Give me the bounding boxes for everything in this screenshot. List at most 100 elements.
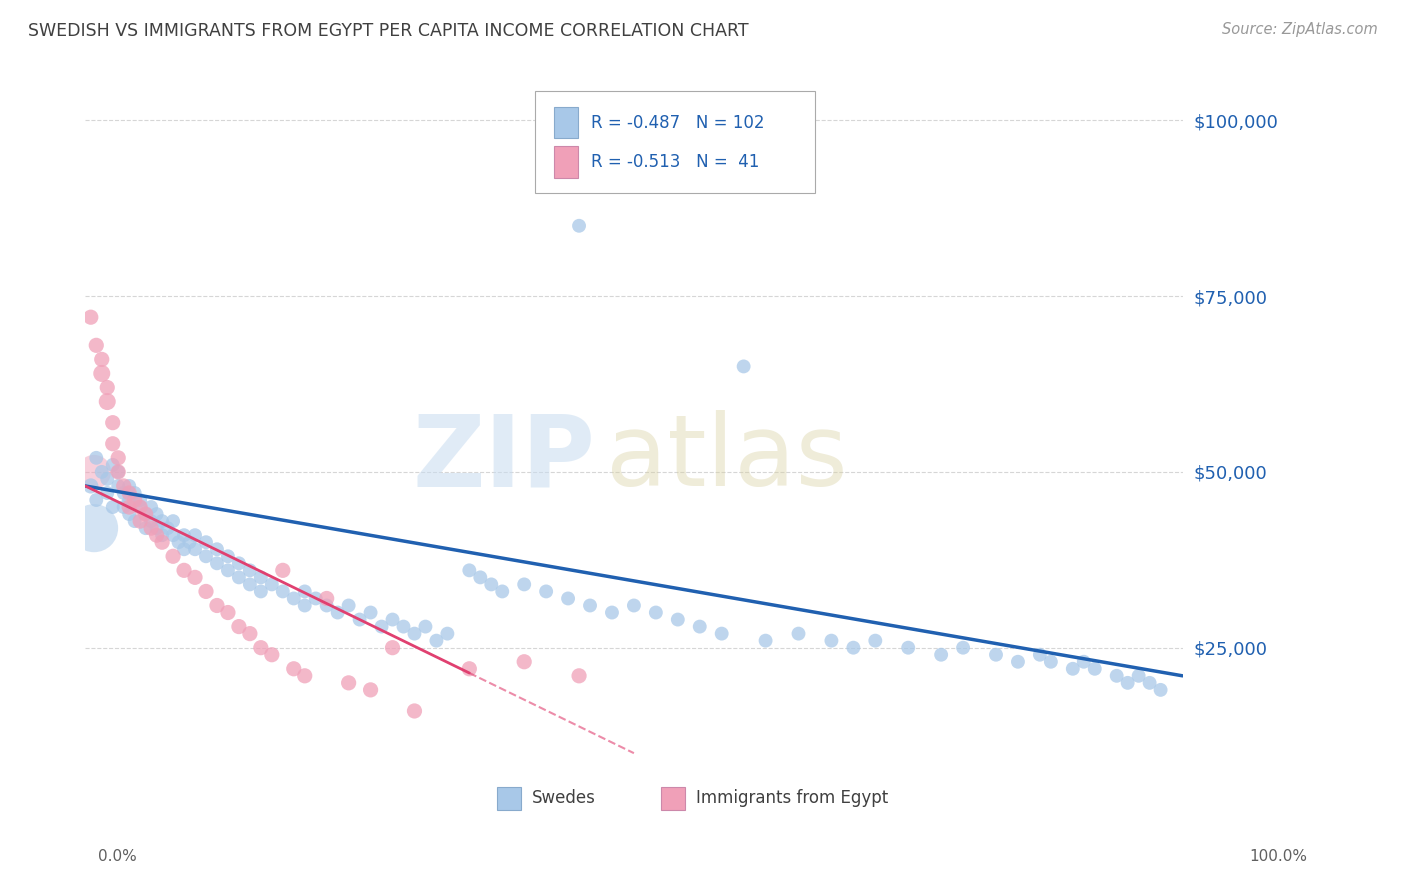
Point (250, 584, 273, 599)
Point (513, 655, 536, 669)
Point (1149, 682, 1171, 697)
Point (90, 352, 112, 367)
Point (644, 606, 666, 620)
Point (381, 613, 404, 627)
Point (139, 514, 162, 528)
Point (360, 606, 382, 620)
Point (150, 514, 173, 528)
Point (392, 619, 415, 633)
Point (865, 633, 887, 648)
Point (118, 493, 141, 508)
Point (84, 338, 107, 352)
Point (129, 500, 152, 514)
Text: Immigrants from Egypt: Immigrants from Egypt (696, 789, 889, 807)
Point (184, 570, 207, 584)
Point (228, 570, 250, 584)
Point (150, 535, 173, 549)
Point (167, 535, 190, 549)
Point (129, 500, 152, 514)
Point (271, 584, 294, 599)
Point (337, 599, 360, 613)
Point (337, 676, 360, 690)
Point (135, 521, 157, 535)
Point (1029, 648, 1052, 662)
Point (205, 557, 228, 571)
Point (80, 479, 103, 493)
Point (118, 507, 141, 521)
Point (124, 493, 146, 508)
Point (666, 613, 689, 627)
Point (156, 521, 179, 535)
Point (294, 584, 316, 599)
Point (129, 493, 152, 508)
Point (984, 648, 1007, 662)
Point (842, 640, 865, 655)
Point (90, 465, 112, 479)
Point (150, 528, 173, 542)
Point (139, 500, 162, 514)
Point (315, 599, 337, 613)
Point (145, 507, 167, 521)
Point (101, 437, 124, 451)
Point (479, 577, 502, 591)
Point (228, 557, 250, 571)
Point (458, 662, 481, 676)
Point (107, 465, 129, 479)
Point (184, 528, 207, 542)
Point (239, 577, 262, 591)
Point (162, 528, 184, 542)
Point (101, 416, 124, 430)
Point (228, 619, 250, 633)
Point (952, 640, 974, 655)
Point (470, 570, 492, 584)
Point (96, 486, 118, 500)
Point (162, 549, 184, 564)
Point (173, 528, 195, 542)
Point (135, 507, 157, 521)
FancyBboxPatch shape (536, 91, 815, 194)
Point (124, 486, 146, 500)
Point (415, 619, 437, 633)
Point (305, 591, 328, 606)
FancyBboxPatch shape (554, 106, 578, 138)
Point (404, 704, 426, 718)
Point (491, 584, 513, 599)
Point (1105, 669, 1128, 683)
Text: 0.0%: 0.0% (98, 849, 138, 863)
Point (84, 450, 107, 465)
Point (173, 542, 195, 557)
Point (623, 599, 645, 613)
Point (124, 514, 146, 528)
Point (96, 380, 118, 394)
Point (239, 626, 262, 640)
Point (260, 648, 283, 662)
Point (107, 479, 129, 493)
Point (205, 599, 228, 613)
Point (83, 465, 105, 479)
Point (217, 606, 239, 620)
Point (787, 626, 810, 640)
Point (250, 570, 273, 584)
Point (90, 367, 112, 381)
Point (294, 599, 316, 613)
Point (294, 669, 316, 683)
Point (135, 507, 157, 521)
Point (96, 394, 118, 409)
Text: atlas: atlas (606, 410, 848, 508)
Point (283, 591, 305, 606)
Point (118, 500, 141, 514)
Point (1084, 662, 1107, 676)
Text: SWEDISH VS IMMIGRANTS FROM EGYPT PER CAPITA INCOME CORRELATION CHART: SWEDISH VS IMMIGRANTS FROM EGYPT PER CAP… (28, 22, 749, 40)
Point (600, 606, 623, 620)
Point (139, 521, 162, 535)
Point (118, 486, 141, 500)
Point (1128, 669, 1150, 683)
Point (107, 465, 129, 479)
FancyBboxPatch shape (496, 787, 520, 810)
Point (534, 584, 557, 599)
Point (118, 479, 141, 493)
Point (217, 563, 239, 577)
Point (513, 577, 536, 591)
Point (195, 549, 218, 564)
Point (315, 591, 337, 606)
